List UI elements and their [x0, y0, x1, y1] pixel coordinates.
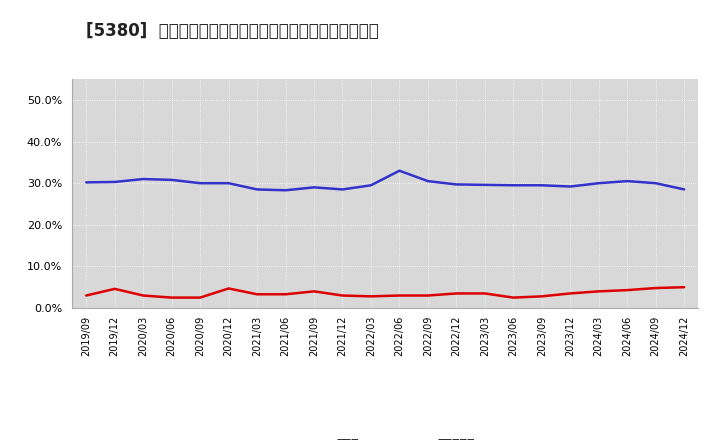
Legend: 現預金, 有利子負債: 現預金, 有利子負債 — [290, 433, 480, 440]
Text: [5380]  現預金、有利子負債の総資産に対する比率の推移: [5380] 現預金、有利子負債の総資産に対する比率の推移 — [86, 22, 379, 40]
